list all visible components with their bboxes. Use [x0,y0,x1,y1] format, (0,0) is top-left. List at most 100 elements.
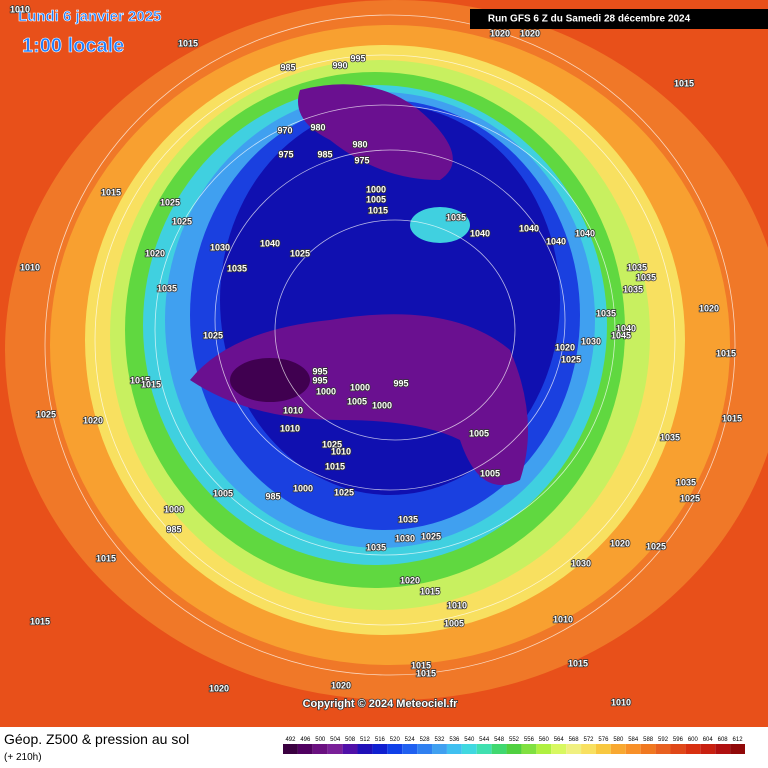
isobar-label: 1035 [596,308,616,318]
colorbar-cell [610,744,626,754]
colorbar-label: 608 [718,737,729,743]
run-info: Run GFS 6 Z du Samedi 28 décembre 2024 [488,14,691,25]
colorbar-label: 592 [658,737,669,743]
isobar-label: 1040 [575,228,595,238]
isobar-label: 1020 [209,683,229,693]
colorbar-cell [506,744,522,754]
isobar-label: 1025 [334,487,354,497]
isobar-label: 1010 [280,423,300,433]
colorbar-label: 524 [405,737,416,743]
colorbar-cell [387,744,403,754]
footer-title: Géop. Z500 & pression au sol [4,731,189,747]
colorbar-cell [730,744,745,754]
isobar-label: 995 [312,366,327,376]
isobar-label: 1005 [347,396,367,406]
isobar-label: 1020 [331,680,351,690]
isobar [44,14,736,676]
isobar-label: 1010 [611,697,631,707]
colorbar-label: 512 [360,737,371,743]
colorbar-label: 500 [315,737,326,743]
colorbar-label: 552 [509,737,520,743]
isobar-label: 985 [317,149,332,159]
colorbar-cell [700,744,716,754]
colorbar-cell [297,744,313,754]
isobar-label: 1035 [676,477,696,487]
vortex-lobe [190,314,528,485]
isobar-label: 995 [393,378,408,388]
colorbar-cell [327,744,343,754]
isobar-label: 1020 [555,342,575,352]
colorbar-label: 580 [613,737,624,743]
colorbar-label: 564 [554,737,565,743]
colorbar-cell [715,744,731,754]
isobar-label: 1035 [660,432,680,442]
colorbar-label: 600 [688,737,699,743]
colorbar-label: 612 [733,737,744,743]
isobar-label: 1015 [420,586,440,596]
isobar-label: 1035 [627,262,647,272]
isobar-label: 1030 [210,242,230,252]
colorbar-cell [312,744,328,754]
vortex-lobe [298,84,453,180]
isobar-label: 1035 [623,284,643,294]
isobar-label: 1035 [366,542,386,552]
isobar-label: 1020 [610,538,630,548]
isobar-label: 1035 [398,514,418,524]
colorbar-cell [372,744,388,754]
isobar-label: 1010 [283,405,303,415]
colorbar-label: 504 [330,737,341,743]
valid-date: Lundi 6 janvier 2025 [18,8,161,25]
isobar-label: 1020 [520,28,540,38]
isobar-label: 1025 [203,330,223,340]
isobar-label: 1015 [411,660,431,670]
isobar-label: 980 [310,122,325,132]
isobar-label: 1015 [96,553,116,563]
colorbar-cell [446,744,462,754]
colorbar-cell [595,744,611,754]
isobar-label: 1015 [141,379,161,389]
colorbar-cell [432,744,447,754]
isobar-label: 1015 [674,78,694,88]
isobar-label: 1040 [616,323,636,333]
colorbar-cell [402,744,418,754]
colorbar-cell [551,744,567,754]
colorbar-label: 496 [300,737,311,743]
isobar-label: 1000 [164,504,184,514]
isobar-label: 1020 [490,28,510,38]
run-bar [470,9,768,29]
colorbar-label: 492 [285,737,296,743]
isobar-label: 985 [166,524,181,534]
isobar-label: 1020 [145,248,165,258]
colorbar-cell [521,744,537,754]
isobar-label: 1015 [368,205,388,215]
colorbar-label: 556 [524,737,535,743]
isobar-label: 1015 [722,413,742,423]
isobar-label: 1015 [716,348,736,358]
isobar-label: 1035 [157,283,177,293]
isobar-label: 1025 [561,354,581,364]
ridge [410,207,470,243]
colorbar-label: 536 [449,737,460,743]
isobar-label: 1005 [213,488,233,498]
isobar-label: 1025 [322,439,342,449]
isobar [154,104,616,556]
colorbar-cell [283,744,298,754]
colorbar-cell [670,744,686,754]
isobar-label: 1005 [469,428,489,438]
colorbar-cell [581,744,596,754]
isobar-label: 1000 [366,184,386,194]
isobar-label: 1000 [293,483,313,493]
copyright: Copyright © 2024 Meteociel.fr [303,698,459,710]
colorbar-label: 540 [464,737,475,743]
isobar-label: 1005 [444,618,464,628]
isobar-label: 1035 [636,272,656,282]
colorbar-cell [655,744,671,754]
colorbar-label: 544 [479,737,490,743]
isobar-label: 970 [277,125,292,135]
isobar-label: 1015 [130,375,150,385]
isobar [94,54,676,626]
colorbar-label: 532 [434,737,445,743]
isobar-label: 1040 [470,228,490,238]
colorbar-label: 604 [703,737,714,743]
valid-time: 1:00 locale [22,35,124,57]
